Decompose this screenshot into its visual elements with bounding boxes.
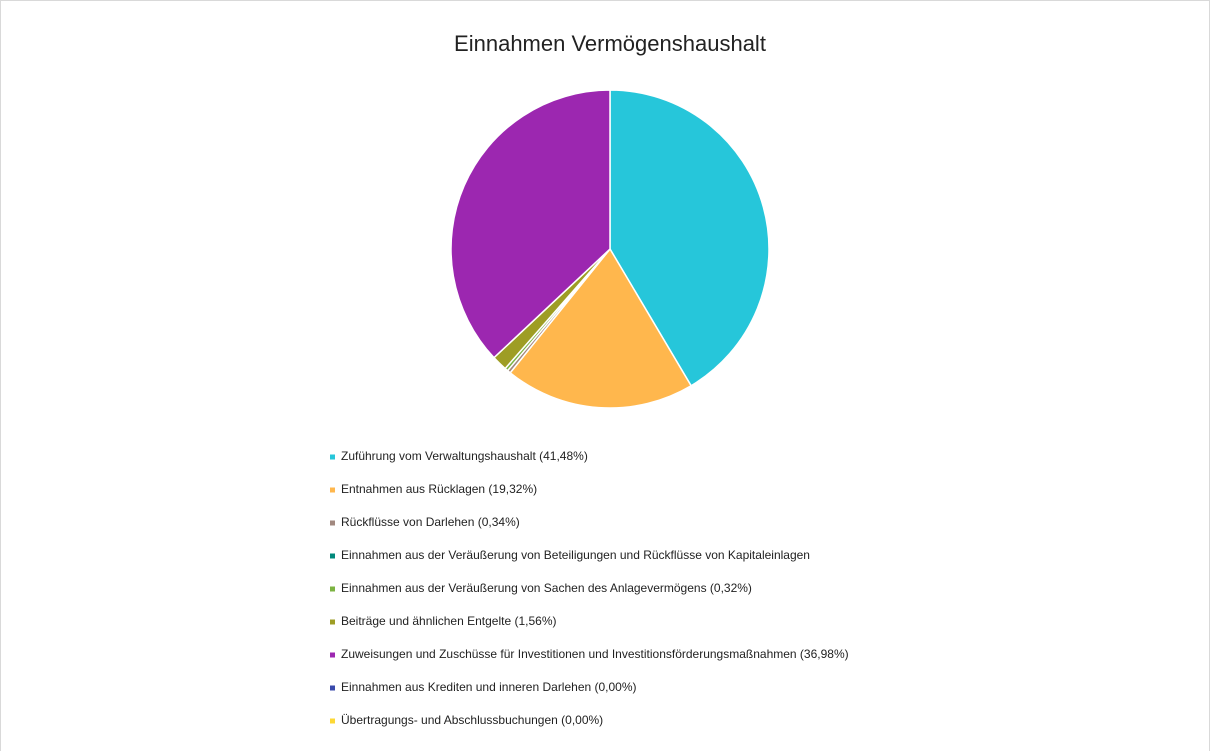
legend-marker: [330, 520, 335, 526]
legend-marker: [330, 553, 335, 559]
legend-label: Zuführung vom Verwaltungshaushalt (41,48…: [341, 449, 588, 463]
legend-marker: [330, 619, 335, 625]
pie-slice: [509, 247, 693, 409]
legend-marker: [330, 718, 335, 724]
legend-marker: [330, 685, 335, 691]
pie-slice: [609, 89, 770, 387]
legend-label: Einnahmen aus der Veräußerung von Beteil…: [341, 548, 810, 562]
legend-label: Einnahmen aus der Veräußerung von Sachen…: [341, 581, 752, 595]
legend-marker: [330, 487, 335, 493]
legend-label: Zuweisungen und Zuschüsse für Investitio…: [341, 647, 849, 661]
legend-label: Beiträge und ähnlichen Entgelte (1,56%): [341, 614, 556, 628]
pie-slice: [450, 89, 611, 359]
chart-title: Einnahmen Vermögenshaushalt: [454, 31, 766, 56]
legend-label: Einnahmen aus Krediten und inneren Darle…: [341, 680, 637, 694]
legend-marker: [330, 454, 335, 460]
legend-label: Rückflüsse von Darlehen (0,34%): [341, 515, 520, 529]
legend-marker: [330, 586, 335, 592]
legend-label: Übertragungs- und Abschlussbuchungen (0,…: [341, 713, 603, 727]
legend-label: Entnahmen aus Rücklagen (19,32%): [341, 482, 537, 496]
legend-marker: [330, 652, 335, 658]
